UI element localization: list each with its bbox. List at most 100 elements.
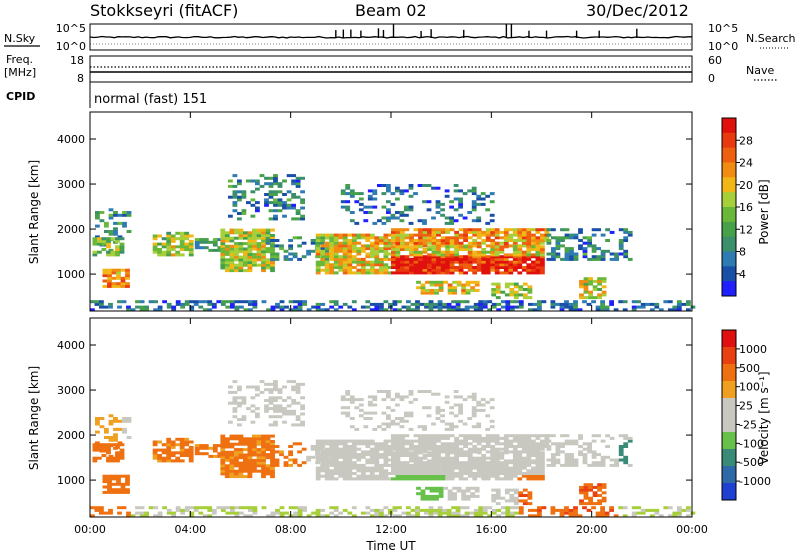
power-cell	[499, 266, 505, 269]
power-cell	[531, 253, 536, 257]
velocity-cell	[551, 434, 556, 438]
velocity-cell	[383, 447, 389, 451]
velocity-cell	[435, 411, 441, 415]
power-cell	[494, 266, 500, 269]
velocity-cell	[454, 451, 459, 455]
velocity-cell	[495, 494, 501, 497]
power-cell	[360, 249, 366, 253]
velocity-cell	[395, 436, 401, 440]
power-cell	[404, 228, 410, 232]
power-cell	[391, 236, 396, 240]
power-cell	[490, 260, 496, 264]
velocity-cell	[517, 466, 523, 470]
power-cell	[329, 244, 335, 248]
velocity-cell	[445, 463, 450, 467]
power-cell	[480, 197, 486, 201]
power-cell	[119, 237, 125, 241]
velocity-cell	[369, 514, 375, 518]
power-cell	[422, 230, 428, 234]
power-cell	[540, 266, 545, 269]
velocity-cell	[461, 492, 466, 496]
velocity-cell	[508, 469, 514, 473]
power-cell	[672, 308, 678, 312]
power-cell	[338, 233, 344, 237]
velocity-cell	[356, 447, 362, 451]
velocity-cell	[528, 514, 533, 518]
power-cell	[532, 302, 538, 306]
velocity-cell	[295, 382, 301, 386]
velocity-cell	[427, 439, 432, 443]
velocity-cell	[404, 451, 410, 455]
velocity-cell	[458, 461, 464, 465]
power-cell	[252, 302, 258, 306]
power-cell	[295, 217, 301, 221]
power-cell	[465, 280, 471, 284]
velocity-cell	[111, 474, 117, 478]
velocity-cell	[360, 466, 366, 470]
velocity-cell	[92, 456, 98, 460]
power-cell	[367, 194, 373, 198]
power-cell	[540, 253, 545, 257]
colorbar-tick-label: 24	[739, 157, 753, 170]
power-cell	[238, 234, 244, 237]
velocity-cell	[500, 496, 506, 500]
velocity-cell	[333, 458, 339, 462]
velocity-cell	[431, 459, 437, 463]
velocity-cell	[381, 427, 387, 431]
power-cell	[184, 234, 190, 238]
velocity-cell	[573, 461, 579, 465]
power-cell	[463, 228, 468, 232]
velocity-cell	[494, 469, 500, 473]
velocity-cell	[261, 434, 266, 438]
power-cell	[546, 239, 552, 242]
velocity-cell	[243, 456, 248, 460]
power-cell	[107, 274, 112, 278]
velocity-cell	[676, 506, 682, 510]
power-cell	[449, 253, 455, 257]
velocity-cell	[427, 474, 432, 478]
velocity-cell	[383, 442, 389, 446]
velocity-cell	[518, 499, 524, 503]
velocity-cell	[252, 511, 258, 515]
power-cell	[518, 293, 524, 297]
power-cell	[363, 219, 369, 223]
velocity-cell	[560, 450, 565, 454]
velocity-cell	[342, 447, 348, 451]
velocity-cell	[180, 511, 186, 515]
velocity-cell	[338, 453, 344, 457]
velocity-cell	[591, 506, 596, 510]
velocity-cell	[119, 456, 125, 460]
power-cell	[268, 182, 274, 186]
power-cell	[360, 257, 366, 261]
velocity-cell	[333, 477, 339, 481]
power-cell	[270, 257, 275, 261]
power-cell	[555, 241, 561, 245]
velocity-cell	[481, 463, 487, 467]
velocity-cell	[202, 506, 208, 510]
power-cell	[369, 302, 375, 306]
velocity-cell	[116, 474, 121, 478]
velocity-cell	[358, 408, 364, 412]
power-cell	[247, 261, 253, 264]
velocity-cell	[447, 489, 453, 493]
velocity-cell	[517, 456, 523, 460]
velocity-cell	[555, 458, 561, 462]
velocity-cell	[500, 506, 506, 510]
power-cell	[175, 231, 181, 235]
velocity-cell	[521, 472, 527, 475]
colorbar-swatch	[722, 281, 736, 297]
power-cell	[106, 237, 111, 241]
power-cell	[252, 247, 257, 251]
velocity-cell	[404, 411, 409, 415]
velocity-cell	[467, 474, 473, 478]
velocity-cell	[458, 451, 464, 455]
velocity-cell	[469, 511, 475, 515]
velocity-cell	[397, 506, 402, 510]
velocity-cell	[268, 388, 274, 392]
velocity-cell	[315, 472, 321, 475]
power-cell	[95, 224, 100, 228]
velocity-cell	[152, 448, 158, 452]
power-cell	[255, 179, 260, 183]
power-cell	[228, 214, 233, 218]
velocity-cell	[596, 434, 601, 438]
